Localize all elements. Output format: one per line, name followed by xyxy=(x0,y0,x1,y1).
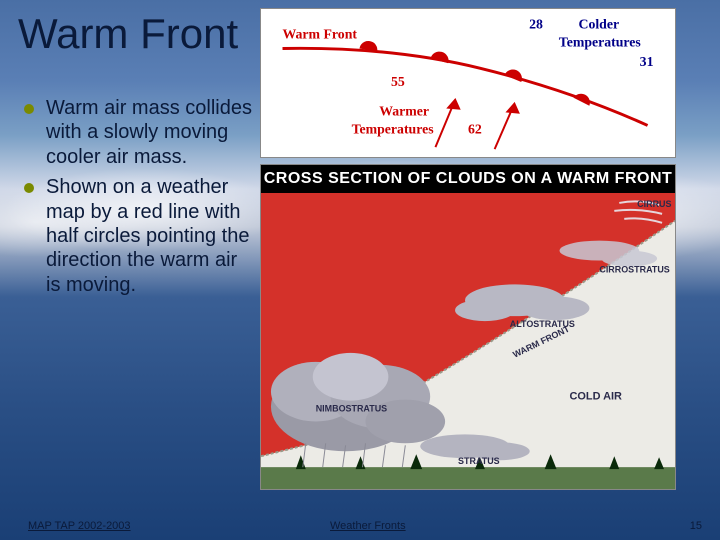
temp-28: 28 xyxy=(529,17,543,32)
weather-map-diagram: Warm Front 28 Colder Temperatures 31 55 … xyxy=(260,8,676,158)
cross-section-title: CROSS SECTION OF CLOUDS ON A WARM FRONT xyxy=(261,165,675,193)
cross-section-diagram: CROSS SECTION OF CLOUDS ON A WARM FRONT xyxy=(260,164,676,490)
label-cold-air: COLD AIR xyxy=(570,391,623,403)
warm-front-label: Warm Front xyxy=(283,27,358,42)
temp-55: 55 xyxy=(391,74,405,89)
label-cirrostratus: CIRROSTRATUS xyxy=(599,264,669,274)
bullet-item: Shown on a weather map by a red line wit… xyxy=(28,175,253,297)
footer-center: Weather Fronts xyxy=(330,520,406,532)
label-cirrus: CIRRUS xyxy=(637,199,671,209)
bullet-item: Warm air mass collides with a slowly mov… xyxy=(28,96,253,169)
page-number: 15 xyxy=(690,520,702,532)
warmer-label-2: Temperatures xyxy=(352,121,435,136)
warmer-label-1: Warmer xyxy=(379,104,429,119)
label-nimbostratus: NIMBOSTRATUS xyxy=(316,404,387,414)
slide-title: Warm Front xyxy=(18,10,238,58)
colder-label-2: Temperatures xyxy=(559,34,642,49)
colder-label-1: Colder xyxy=(579,17,620,32)
temp-62: 62 xyxy=(468,121,482,136)
cross-section-svg: CIRRUS CIRROSTRATUS ALTOSTRATUS WARM FRO… xyxy=(261,193,675,489)
temp-31: 31 xyxy=(640,54,654,69)
weather-map-svg: Warm Front 28 Colder Temperatures 31 55 … xyxy=(261,9,675,157)
footer-left: MAP TAP 2002-2003 xyxy=(28,520,131,532)
bullet-list: Warm air mass collides with a slowly mov… xyxy=(28,96,253,303)
label-stratus: STRATUS xyxy=(458,456,500,466)
